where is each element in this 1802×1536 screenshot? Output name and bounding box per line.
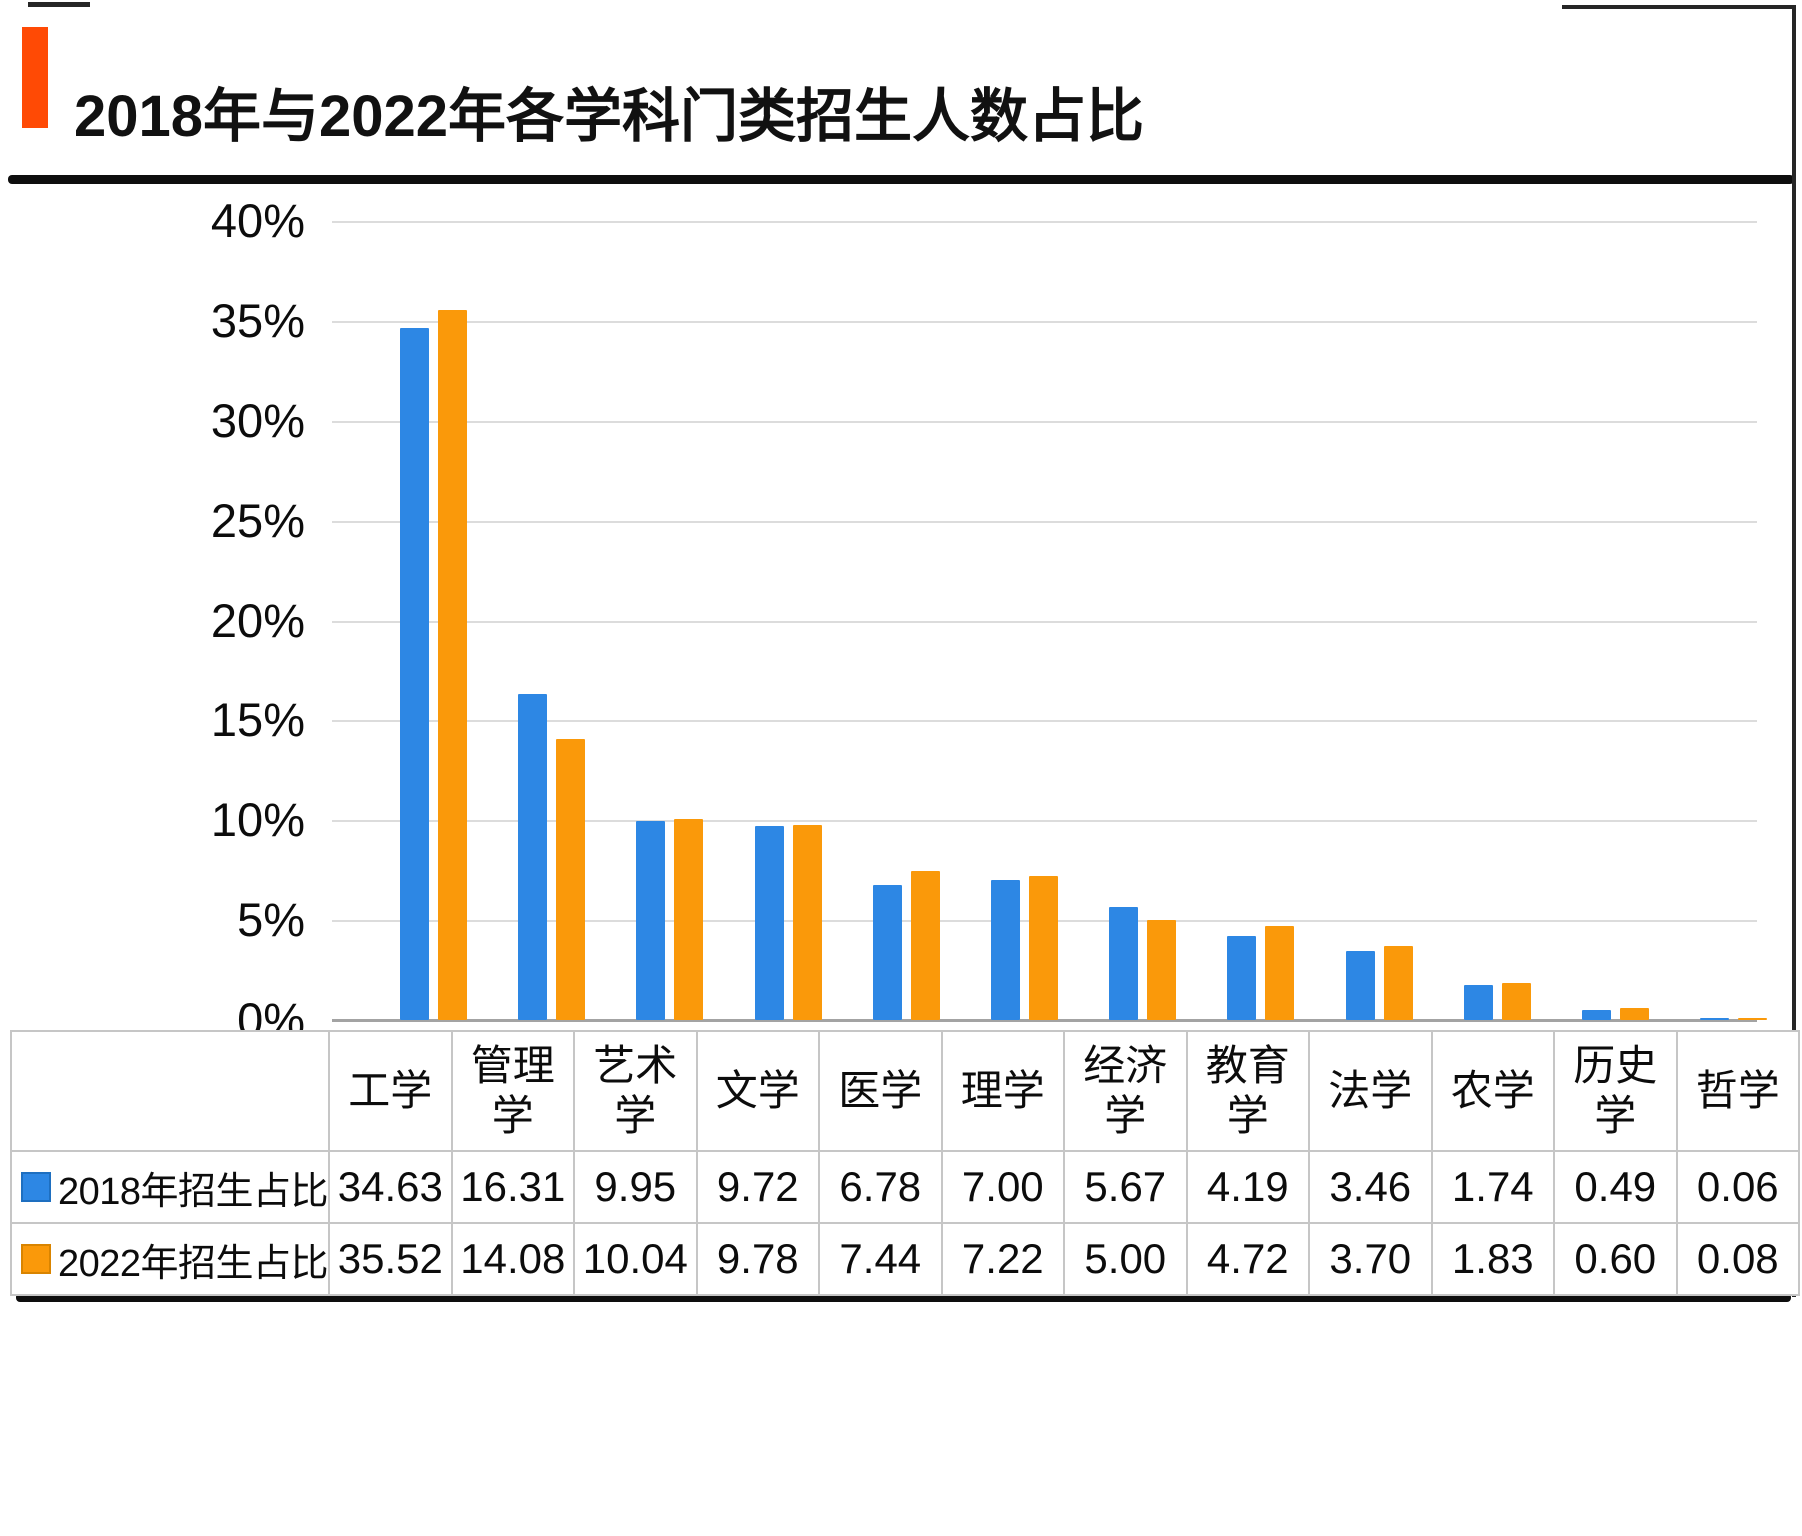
y-axis-tick-label: 25% [210,494,305,547]
category-header-cell-8: 教育学 [1185,1030,1311,1152]
bar-2022-8 [1265,926,1294,1020]
scan-artifact-right-edge [1792,5,1796,1297]
title-divider-line [8,175,1794,184]
legend-swatch-2018-icon [21,1172,51,1202]
category-header-row: 工学 管理学 艺术学 文学 医学 理学 经济学 教育学 法学 农学 历史学 哲学 [9,1030,1801,1152]
category-header-cell-10: 农学 [1430,1030,1556,1152]
value-cell-2022-1: 35.52 [328,1222,453,1296]
bar-2018-10 [1464,985,1493,1020]
value-cell-2018-1: 34.63 [328,1150,453,1224]
category-header-cell-12: 哲学 [1675,1030,1801,1152]
bar-2018-7 [1109,907,1138,1020]
legend-label: 2018年招生占比 [58,1170,329,1213]
value-cell-2018-7: 5.67 [1063,1150,1188,1224]
gridline [332,621,1757,623]
gridline [332,421,1757,423]
value-cell-2022-11: 0.60 [1553,1222,1678,1296]
value-cell-2022-9: 3.70 [1308,1222,1433,1296]
gridline [332,521,1757,523]
y-axis-tick-label: 35% [210,294,305,347]
bar-2018-1 [400,328,429,1020]
gridline [332,820,1757,822]
value-cell-2018-2: 16.31 [450,1150,576,1224]
gridline [332,321,1757,323]
bar-2022-5 [911,871,940,1020]
bar-2018-12 [1700,1018,1729,1020]
value-cell-2018-9: 3.46 [1308,1150,1433,1224]
bar-2022-11 [1620,1008,1649,1020]
category-header-cell-11: 历史学 [1553,1030,1678,1152]
y-axis-tick-label: 15% [210,693,305,746]
series-row-2022: 2022年招生占比 35.52 14.08 10.04 9.78 7.44 7.22 5.00… [9,1222,1801,1296]
category-header-cell-5: 医学 [818,1030,943,1152]
y-axis-tick-label: 5% [237,893,305,946]
bar-2022-9 [1384,946,1413,1020]
gridline [332,720,1757,722]
data-table: 工学 管理学 艺术学 文学 医学 理学 经济学 教育学 法学 农学 历史学 哲学 2018年招生占比 34… [9,1030,1801,1296]
value-cell-2018-8: 4.19 [1185,1150,1311,1224]
value-cell-2018-4: 9.72 [695,1150,821,1224]
category-header-cell-9: 法学 [1308,1030,1433,1152]
gridline [332,221,1757,223]
category-header-cell-6: 理学 [940,1030,1066,1152]
value-cell-2022-12: 0.08 [1675,1222,1801,1296]
bar-2018-11 [1582,1010,1611,1020]
bar-2022-2 [556,739,585,1020]
bar-2018-2 [518,694,547,1020]
bar-2018-5 [873,885,902,1020]
corner-cell [9,1030,331,1152]
value-cell-2022-7: 5.00 [1063,1222,1188,1296]
page-title: 2018年与2022年各学科门类招生人数占比 [74,83,1145,149]
y-axis-tick-label: 10% [210,793,305,846]
value-cell-2018-10: 1.74 [1430,1150,1556,1224]
bar-2018-9 [1346,951,1375,1020]
bar-2022-1 [438,310,467,1020]
legend-swatch-2022-icon [21,1244,51,1274]
category-header-cell-3: 艺术学 [573,1030,698,1152]
bar-2018-6 [991,880,1020,1020]
value-cell-2022-6: 7.22 [940,1222,1066,1296]
value-cell-2022-10: 1.83 [1430,1222,1556,1296]
value-cell-2018-3: 9.95 [573,1150,698,1224]
bar-2022-6 [1029,876,1058,1020]
bar-2018-8 [1227,936,1256,1020]
value-cell-2022-3: 10.04 [573,1222,698,1296]
value-cell-2022-4: 9.78 [695,1222,821,1296]
category-header-cell-7: 经济学 [1063,1030,1188,1152]
value-cell-2018-5: 6.78 [818,1150,943,1224]
value-cell-2018-6: 7.00 [940,1150,1066,1224]
value-cell-2022-8: 4.72 [1185,1222,1311,1296]
category-header-cell-2: 管理学 [450,1030,576,1152]
value-cell-2018-11: 0.49 [1553,1150,1678,1224]
y-axis-tick-label: 40% [210,194,305,247]
bar-2022-10 [1502,983,1531,1020]
bar-2018-3 [636,821,665,1020]
series-row-2018: 2018年招生占比 34.63 16.31 9.95 9.72 6.78 7.00 5.67 4… [9,1150,1801,1224]
y-axis-tick-label: 30% [210,394,305,447]
value-cell-2022-5: 7.44 [818,1222,943,1296]
scan-artifact-top-left [28,2,90,7]
title-accent-bar [22,27,48,128]
legend-cell-2022: 2022年招生占比 [9,1222,331,1296]
bar-2022-4 [793,825,822,1020]
value-cell-2022-2: 14.08 [450,1222,576,1296]
value-cell-2018-12: 0.06 [1675,1150,1801,1224]
y-axis-tick-label: 20% [210,594,305,647]
x-axis-line [332,1019,1757,1022]
category-header-cell-1: 工学 [328,1030,453,1152]
data-table-wrap: 工学 管理学 艺术学 文学 医学 理学 经济学 教育学 法学 农学 历史学 哲学 2018年招生占比 34… [9,1030,1801,1296]
bottom-divider-line [16,1293,1791,1302]
bar-2018-4 [755,826,784,1020]
bar-2022-3 [674,819,703,1020]
bar-2022-12 [1738,1018,1767,1020]
legend-cell-2018: 2018年招生占比 [9,1150,331,1224]
category-header-cell-4: 文学 [695,1030,821,1152]
legend-label: 2022年招生占比 [58,1242,329,1285]
scan-artifact-top-right [1562,5,1794,9]
bar-2022-7 [1147,920,1176,1020]
